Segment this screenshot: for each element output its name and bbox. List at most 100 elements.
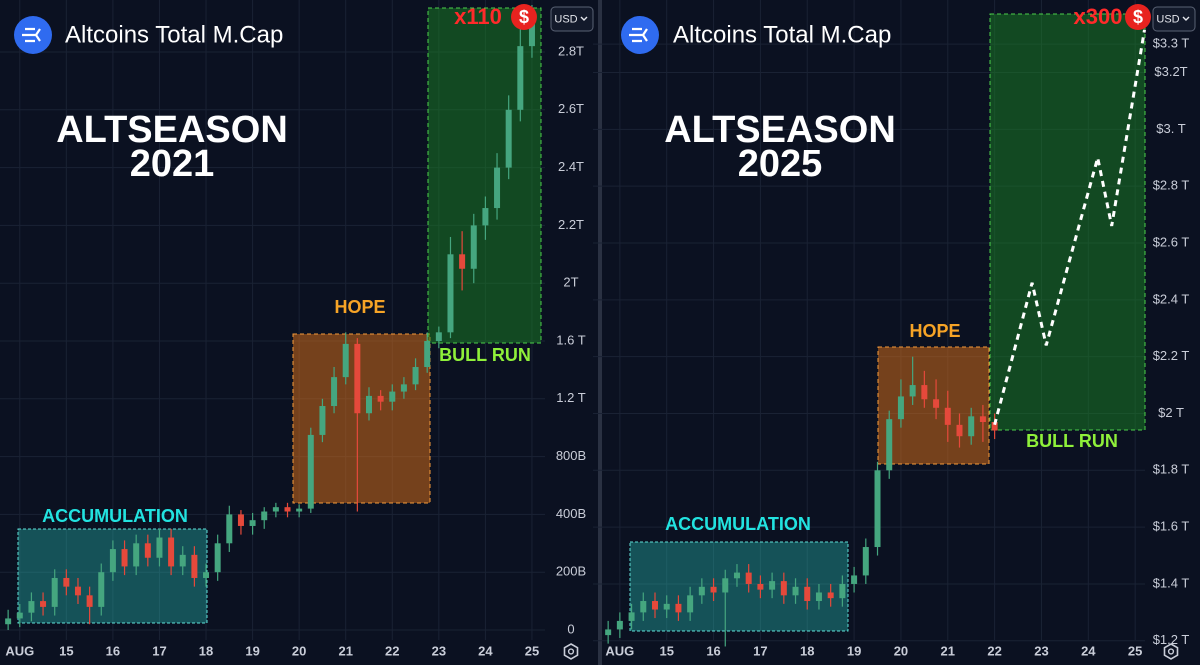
candle-body (377, 395, 384, 402)
candle-body (605, 629, 612, 636)
y-tick-label: 200B (556, 564, 586, 579)
candle-body (769, 581, 776, 590)
settings-icon[interactable] (563, 643, 579, 660)
candle-body (447, 254, 454, 333)
currency-label: USD (554, 13, 577, 25)
candle-body (261, 511, 268, 521)
divider (598, 0, 602, 665)
x-tick-label: 19 (245, 643, 259, 658)
x-tick-label: 25 (1128, 643, 1142, 658)
candle-body (862, 547, 869, 576)
currency-button[interactable] (550, 6, 594, 32)
y-tick-label: $3.2T (1154, 64, 1187, 79)
multiplier: x110 (454, 4, 502, 29)
y-tick-label: $2.6 T (1153, 234, 1190, 249)
candle-body (640, 601, 647, 613)
x-tick-label: 17 (753, 643, 767, 658)
heading: ALTSEASON (56, 109, 288, 151)
x-tick-label: 21 (338, 643, 352, 658)
bull-run-label: BULL RUN (1026, 431, 1118, 451)
x-tick-label: 20 (292, 643, 306, 658)
candle-body (86, 595, 93, 607)
dropdown-icon (580, 16, 588, 21)
candle-body (687, 595, 694, 613)
heading-year: 2025 (738, 143, 823, 185)
candle-body (733, 572, 740, 579)
candle-body (698, 586, 705, 596)
accumulation-label: ACCUMULATION (665, 514, 811, 534)
chart-title: Altcoins Total M.Cap (65, 21, 283, 48)
candle-body (663, 603, 670, 610)
candle-body (710, 586, 717, 593)
candle-body (851, 575, 858, 584)
x-tick-label: 23 (432, 643, 446, 658)
candle-body (412, 367, 419, 385)
x-tick-label: 18 (199, 643, 213, 658)
candle-body (528, 16, 535, 47)
candle-body (284, 507, 291, 512)
badge-symbol: $ (519, 7, 529, 27)
candle-body (757, 583, 764, 590)
x-tick-label: 22 (385, 643, 399, 658)
y-tick-label: $3. T (1156, 121, 1185, 136)
candle-body (517, 46, 524, 110)
candle-body (827, 592, 834, 599)
candle-body (944, 407, 951, 425)
candle-body (156, 537, 163, 558)
candle-body (121, 549, 128, 567)
candle-body (168, 537, 175, 567)
header: Altcoins Total M.Cap USD Altcoins Total … (14, 6, 1196, 54)
candle-body (237, 514, 244, 526)
y-tick-label: $1.6 T (1153, 519, 1190, 534)
projection-line (993, 29, 1146, 426)
y-tick-label: $3.3 T (1153, 36, 1190, 51)
currency-button[interactable] (1152, 6, 1196, 32)
bull-run-zone (427, 7, 542, 344)
x-tick-label: AUG (605, 643, 634, 658)
candle-body (400, 384, 407, 392)
y-tick-label: 2.2T (558, 217, 584, 232)
candle-body (956, 424, 963, 437)
x-tick-label: 24 (478, 643, 493, 658)
candle-body (98, 572, 105, 607)
candle-body (886, 419, 893, 471)
candle-body (968, 416, 975, 437)
candle-body (874, 470, 881, 548)
candle-body (5, 618, 12, 625)
x-tick-label: 21 (941, 643, 955, 658)
x-tick-label: 17 (152, 643, 166, 658)
candle-body (74, 586, 81, 596)
hope-zone (292, 333, 431, 504)
candle-body (494, 167, 501, 209)
candle-body (804, 586, 811, 602)
settings-icon[interactable] (1163, 643, 1179, 660)
candle-body (63, 577, 70, 587)
candle-body (482, 208, 489, 226)
chart-title: Altcoins Total M.Cap (673, 21, 891, 48)
candle-body (203, 572, 210, 578)
x-tick-label: 22 (987, 643, 1001, 658)
candle-body (51, 577, 58, 607)
x-tick-label: 24 (1081, 643, 1096, 658)
candle-body (272, 507, 279, 512)
y-tick-label: $2 T (1158, 405, 1184, 420)
logo-icon (629, 27, 648, 43)
settings-icons (563, 643, 1179, 660)
y-tick-label: $2.4 T (1153, 291, 1190, 306)
candle-body (839, 583, 846, 599)
candle-body (933, 399, 940, 408)
y-tick-label: $2.2 T (1153, 348, 1190, 363)
badge (1125, 4, 1151, 30)
candle-body (979, 416, 986, 423)
y-tick-label: 800B (556, 448, 586, 463)
candle-body (144, 543, 151, 558)
candle-body (331, 377, 338, 407)
hope-label: HOPE (909, 321, 960, 341)
x-tick-label: 20 (894, 643, 908, 658)
y-tick-label: 2.8T (558, 43, 584, 58)
settings-icon-dot (567, 648, 575, 655)
x-tick-label: AUG (5, 643, 34, 658)
candle-body (815, 592, 822, 602)
bull-run-zone (989, 13, 1146, 431)
y-tick-label: $1.8 T (1153, 462, 1190, 477)
